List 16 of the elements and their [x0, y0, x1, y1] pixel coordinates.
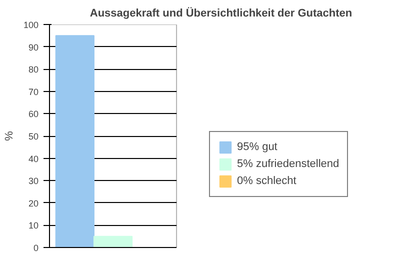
y-tick-label: 90 — [28, 42, 39, 52]
legend-label: 5% zufriedenstellend — [237, 158, 340, 170]
y-tick-label: 0 — [33, 243, 39, 253]
y-tick-label: 80 — [28, 64, 39, 75]
y-tick-label: 30 — [28, 176, 39, 186]
y-tick-label: 20 — [28, 198, 39, 208]
y-tick-label: 50 — [28, 132, 39, 142]
text: Aussagekraft und Übersichtlichkeit der Gutachten — [90, 6, 352, 20]
legend-label: 0% schlecht — [237, 175, 296, 187]
y-tick-label: 70 — [28, 86, 39, 97]
y-tick-label: 10 — [28, 220, 39, 231]
y-axis-title: % — [3, 130, 16, 141]
y-tick-label: 40 — [28, 154, 39, 164]
y-tick-label: 60 — [28, 109, 39, 120]
y-tick-label: 100 — [23, 20, 39, 30]
legend-label: 95% gut — [237, 141, 278, 153]
